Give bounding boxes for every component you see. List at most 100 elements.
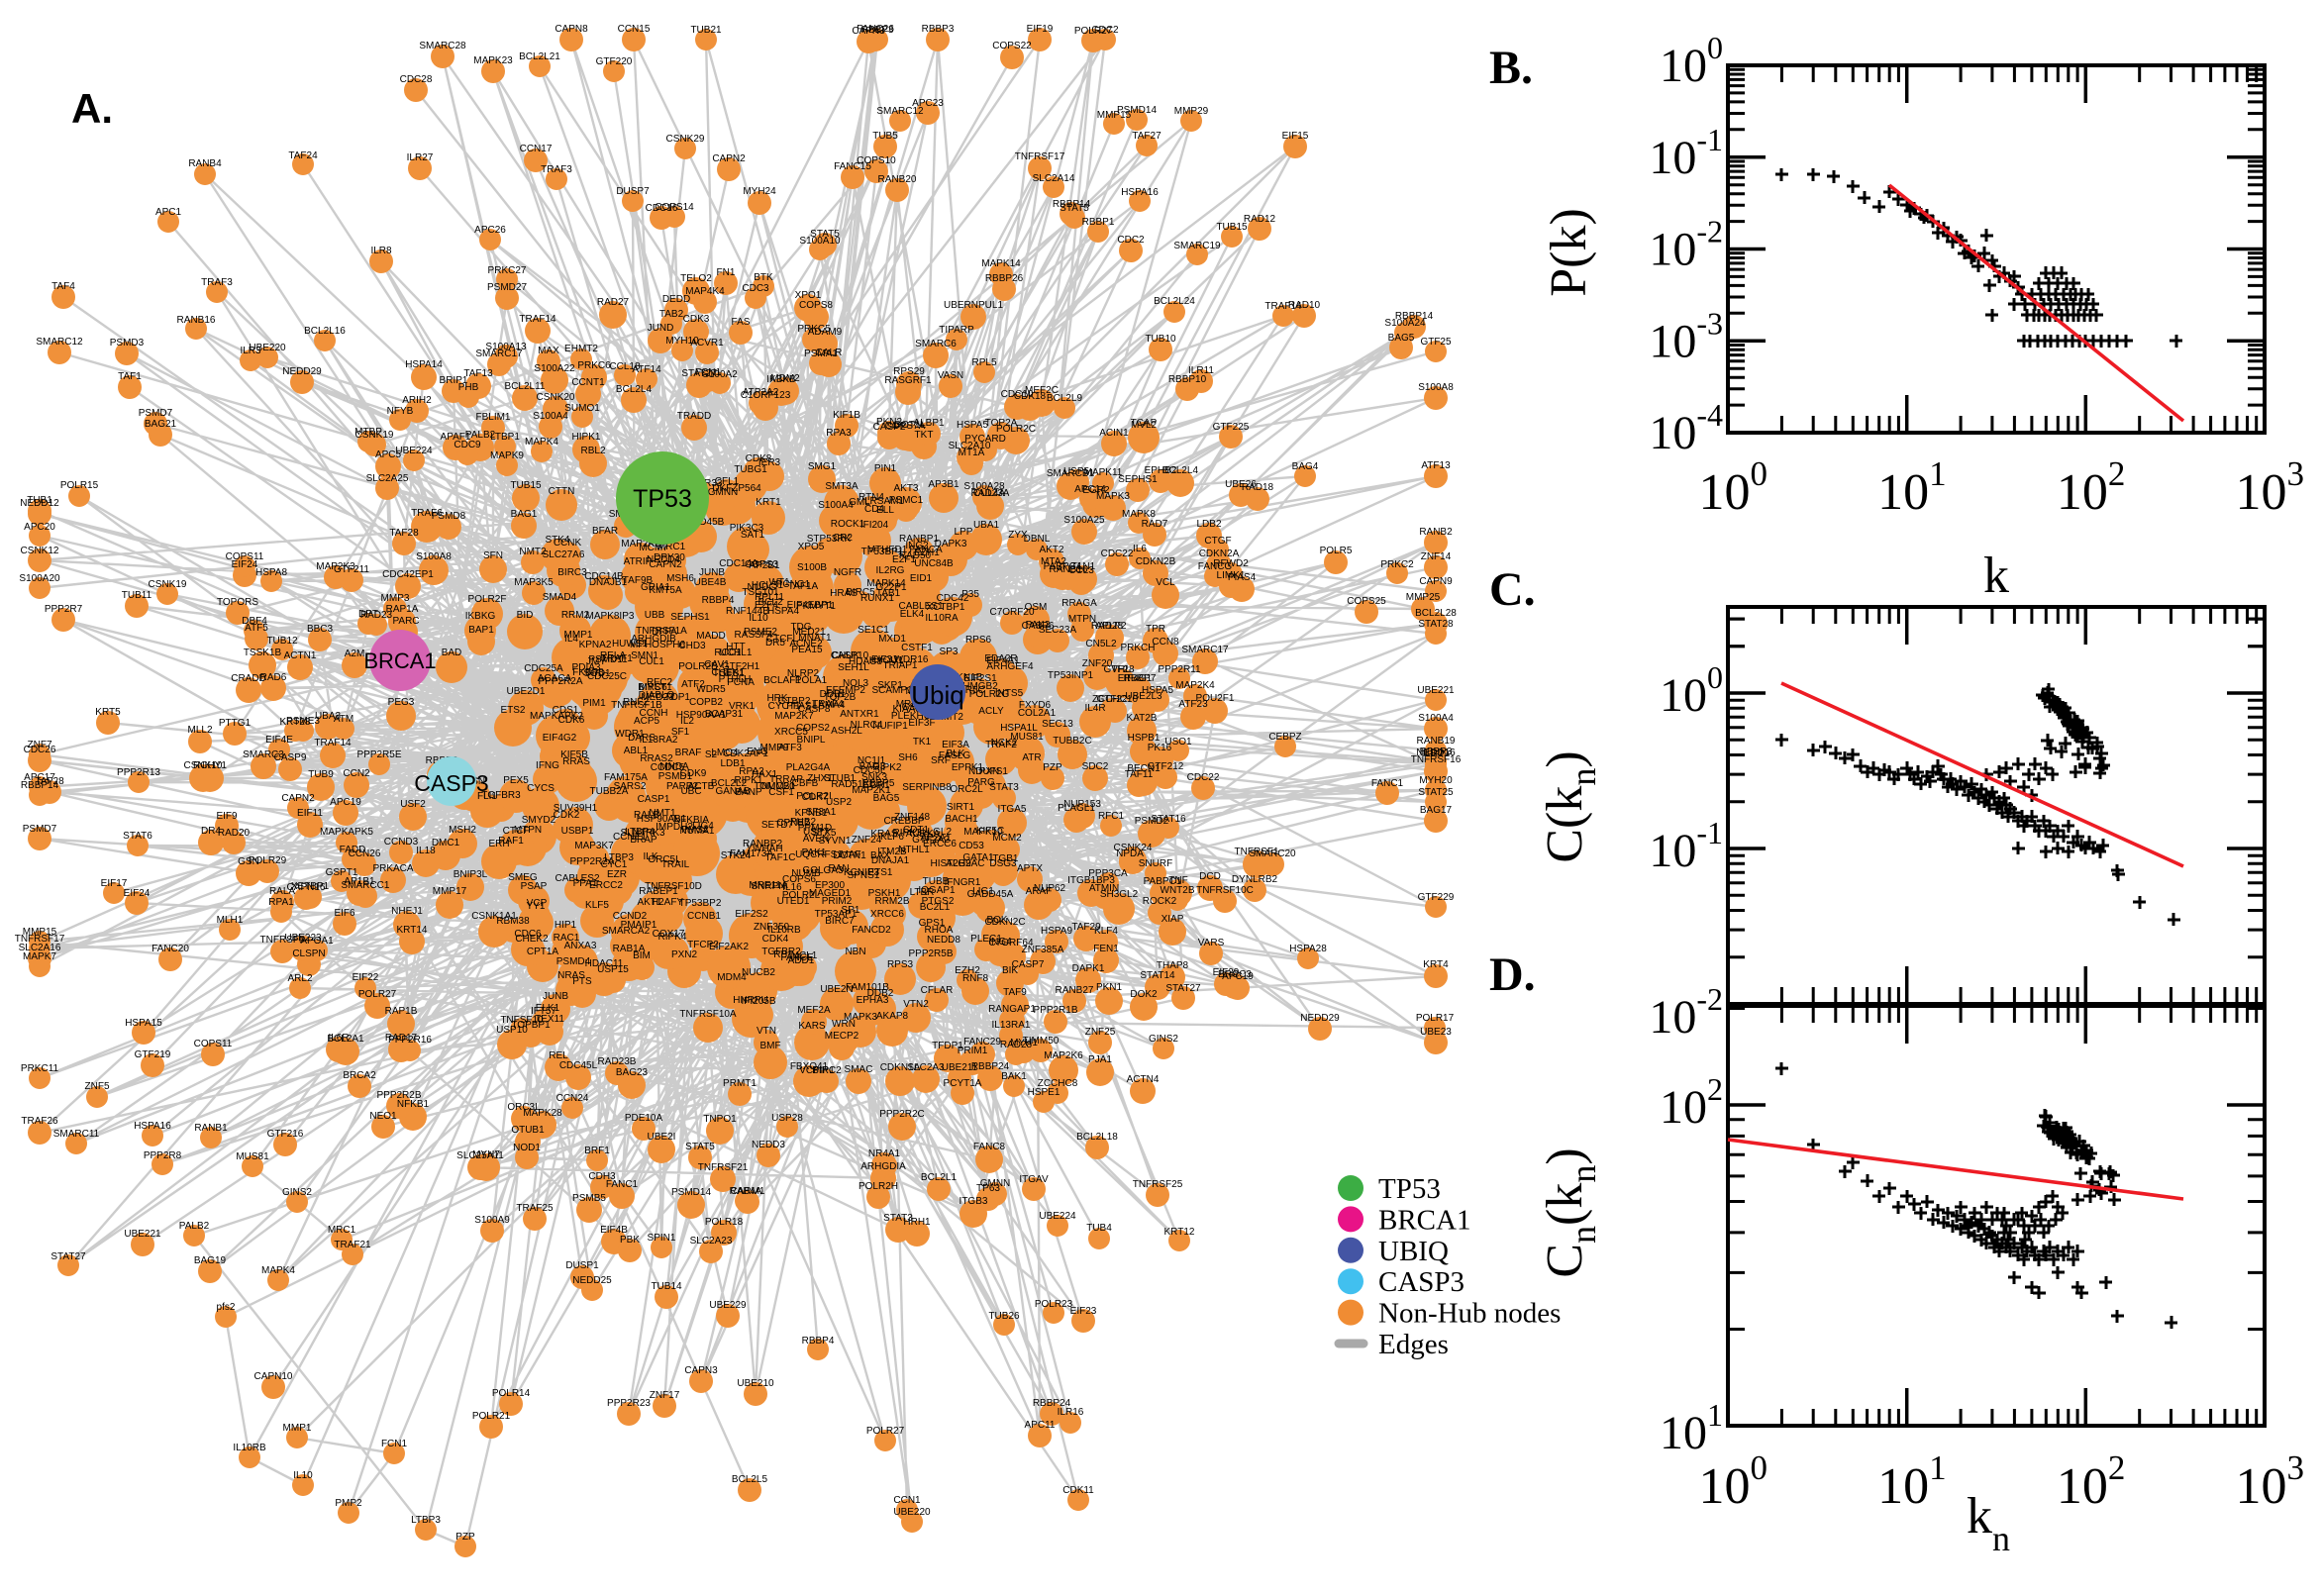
svg-text:RALA: RALA — [269, 886, 295, 897]
svg-text:YY1: YY1 — [527, 901, 546, 912]
svg-text:BRAF: BRAF — [675, 748, 702, 758]
svg-text:ELK4: ELK4 — [900, 609, 925, 620]
svg-text:DBF4: DBF4 — [242, 616, 267, 627]
svg-text:FANC20: FANC20 — [152, 944, 189, 954]
svg-text:RFC2: RFC2 — [647, 677, 673, 688]
svg-text:RABEP1: RABEP1 — [639, 886, 678, 897]
svg-text:GTF225: GTF225 — [1213, 422, 1250, 433]
svg-text:103: 103 — [2236, 1448, 2305, 1515]
svg-text:TEX11: TEX11 — [535, 1014, 564, 1025]
svg-text:APLP2: APLP2 — [1095, 621, 1127, 632]
svg-text:IL10RB: IL10RB — [767, 925, 801, 936]
svg-text:KARS: KARS — [798, 1021, 826, 1032]
svg-text:CDC2: CDC2 — [1091, 25, 1119, 36]
svg-text:POLR29: POLR29 — [249, 855, 287, 866]
svg-text:APC5: APC5 — [375, 449, 402, 460]
svg-text:MYH7: MYH7 — [472, 1149, 500, 1160]
svg-text:BRCA2: BRCA2 — [343, 1070, 376, 1081]
svg-text:EIF2S1: EIF2S1 — [963, 673, 997, 684]
svg-text:USP2: USP2 — [826, 797, 853, 808]
svg-text:RPS29: RPS29 — [893, 366, 925, 377]
svg-text:MAPK8IP3: MAPK8IP3 — [586, 611, 635, 622]
svg-text:VCP: VCP — [527, 898, 548, 909]
svg-text:B.: B. — [1489, 42, 1533, 94]
svg-text:IKBKG: IKBKG — [465, 611, 496, 622]
svg-text:PSMA1: PSMA1 — [804, 349, 838, 359]
svg-text:IL10: IL10 — [749, 613, 768, 624]
svg-text:MSH2: MSH2 — [449, 825, 476, 836]
svg-text:INTS5: INTS5 — [995, 688, 1024, 699]
svg-text:RHOA: RHOA — [925, 925, 954, 936]
svg-text:EIF4B: EIF4B — [600, 1225, 628, 1236]
svg-text:HSPA16: HSPA16 — [134, 1121, 171, 1132]
svg-text:P35: P35 — [961, 589, 979, 600]
svg-text:S100A24: S100A24 — [1384, 318, 1426, 329]
svg-text:MRE11: MRE11 — [896, 699, 929, 710]
svg-text:TAF13: TAF13 — [463, 368, 493, 379]
svg-text:EGR2: EGR2 — [1082, 485, 1110, 496]
svg-text:PYCARD: PYCARD — [964, 434, 1006, 445]
svg-text:RAD28: RAD28 — [1000, 1040, 1033, 1050]
svg-text:HSPA14: HSPA14 — [405, 359, 443, 370]
svg-text:RAD27: RAD27 — [597, 297, 630, 308]
svg-text:EIF4E: EIF4E — [265, 735, 293, 746]
svg-text:COPS22: COPS22 — [992, 41, 1032, 51]
svg-text:CTTN: CTTN — [549, 486, 575, 497]
svg-text:UBB: UBB — [645, 610, 665, 621]
svg-text:ATF5: ATF5 — [245, 623, 268, 634]
svg-text:STAT6: STAT6 — [123, 831, 152, 842]
svg-text:FANC26: FANC26 — [857, 24, 894, 35]
svg-text:PZP: PZP — [1043, 762, 1062, 773]
svg-text:MAP2K2: MAP2K2 — [621, 539, 660, 549]
svg-text:GRIA1: GRIA1 — [641, 582, 670, 593]
svg-text:ILR16: ILR16 — [1058, 1407, 1084, 1418]
svg-text:TCAP: TCAP — [1131, 418, 1158, 429]
svg-text:MDM2: MDM2 — [770, 373, 800, 384]
svg-text:ATRIP: ATRIP — [624, 556, 653, 567]
svg-text:TP53: TP53 — [1378, 1173, 1441, 1205]
svg-text:EZH1: EZH1 — [914, 548, 940, 558]
svg-text:RBBP4: RBBP4 — [702, 595, 735, 606]
svg-text:PPP2R5B: PPP2R5B — [908, 948, 953, 959]
svg-text:GSPT1: GSPT1 — [326, 867, 358, 878]
svg-text:SH3GL2: SH3GL2 — [1100, 889, 1139, 900]
svg-text:SEC23A: SEC23A — [1039, 625, 1077, 636]
svg-text:COPS25: COPS25 — [1347, 596, 1386, 607]
svg-text:GTF220: GTF220 — [596, 56, 633, 67]
svg-text:TRAF1: TRAF1 — [601, 653, 633, 664]
svg-text:RAF1: RAF1 — [498, 836, 524, 847]
svg-text:PPP2R23: PPP2R23 — [607, 1398, 651, 1409]
svg-text:BECN1: BECN1 — [1127, 763, 1161, 774]
svg-text:DCD: DCD — [1199, 871, 1221, 882]
svg-text:UBE224: UBE224 — [395, 446, 433, 456]
svg-text:DOK2: DOK2 — [1130, 989, 1158, 1000]
svg-text:DSG3: DSG3 — [989, 858, 1017, 869]
svg-text:UBERNPUL1: UBERNPUL1 — [944, 300, 1003, 311]
svg-text:TOPBP1: TOPBP1 — [511, 1020, 551, 1031]
svg-text:PSME3: PSME3 — [286, 716, 320, 727]
svg-text:NEDD8: NEDD8 — [927, 935, 960, 946]
svg-text:NUP153: NUP153 — [1063, 799, 1101, 810]
svg-text:NUFIP1: NUFIP1 — [872, 721, 908, 732]
svg-text:ACTN4: ACTN4 — [1127, 1074, 1160, 1085]
svg-text:RBL2: RBL2 — [580, 446, 605, 456]
svg-text:TRRAP: TRRAP — [769, 774, 803, 785]
svg-text:CDC2: CDC2 — [1117, 235, 1145, 246]
svg-text:DPT: DPT — [358, 609, 378, 620]
svg-text:NEDD12: NEDD12 — [20, 498, 59, 509]
svg-text:BIRC3: BIRC3 — [557, 567, 587, 578]
svg-text:MAGED1: MAGED1 — [809, 888, 852, 899]
svg-text:ZNF17: ZNF17 — [650, 1390, 680, 1401]
svg-text:ALG9: ALG9 — [946, 858, 971, 869]
svg-text:D.: D. — [1489, 948, 1536, 1001]
svg-text:LTBP1: LTBP1 — [490, 432, 520, 443]
svg-text:EZR: EZR — [607, 869, 627, 880]
svg-text:RBBP26: RBBP26 — [985, 273, 1024, 284]
svg-text:CCN8: CCN8 — [1152, 637, 1179, 648]
svg-text:Non-Hub nodes: Non-Hub nodes — [1378, 1298, 1561, 1330]
svg-text:TNFRSF10D: TNFRSF10D — [645, 881, 702, 892]
svg-text:UBA3: UBA3 — [315, 711, 342, 722]
svg-text:SFN: SFN — [483, 550, 503, 561]
svg-text:RAD18: RAD18 — [1242, 482, 1274, 493]
svg-text:APC19: APC19 — [1222, 971, 1254, 982]
